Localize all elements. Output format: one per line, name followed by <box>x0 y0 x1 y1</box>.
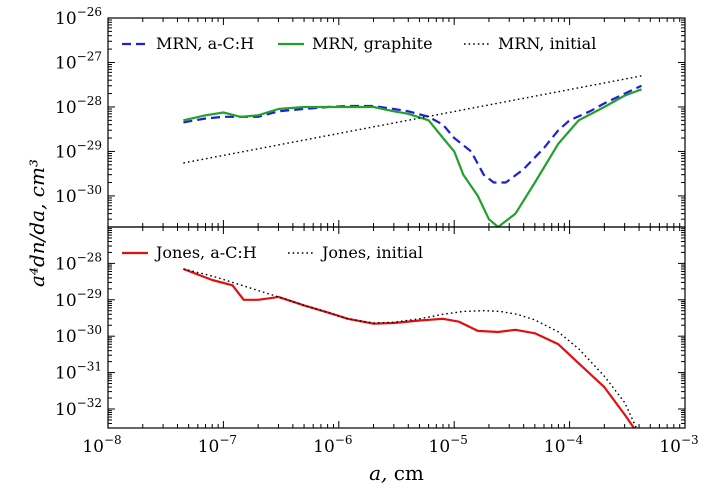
y-tick-label: 10−31 <box>55 360 102 384</box>
y-tick-label: 10−26 <box>55 5 102 29</box>
series-line-mrn-graphite <box>183 88 642 227</box>
panel-bottom: 10−28 10−29 10−30 10−31 10−32 10−8 10−7 10−6 10−… <box>55 226 699 457</box>
series-line-mrn-initial <box>183 75 642 164</box>
axes-frame <box>107 226 686 429</box>
legend-label: MRN, graphite <box>312 34 433 53</box>
x-tick-label: 10−8 <box>82 433 121 457</box>
y-tick-label: 10−30 <box>55 183 102 207</box>
legend: MRN, a-C:H MRN, graphite MRN, initial <box>122 34 596 53</box>
x-tick-label: 10−3 <box>659 433 698 457</box>
y-tick-label: 10−27 <box>55 49 102 73</box>
legend-label: MRN, a-C:H <box>156 34 254 53</box>
legend: Jones, a-C:H Jones, initial <box>122 243 423 262</box>
legend-label: Jones, initial <box>320 243 423 262</box>
legend-label: Jones, a-C:H <box>154 243 257 262</box>
y-tick-label: 10−28 <box>55 94 102 118</box>
y-tick-label: 10−28 <box>55 250 102 274</box>
y-axis-label: a⁴dn/da, cm³ <box>25 159 49 287</box>
x-tick-label: 10−6 <box>313 433 352 457</box>
y-tick-label: 10−32 <box>55 396 102 420</box>
y-tick-label: 10−29 <box>55 138 102 162</box>
series-group <box>183 75 642 227</box>
series-line-mrn-a-c-h <box>183 84 642 184</box>
y-tick-label: 10−30 <box>55 323 102 347</box>
series-line-jones-initial <box>183 268 638 428</box>
series-line-jones-a-c-h <box>183 267 636 428</box>
x-tick-label: 10−7 <box>198 433 237 457</box>
y-tick-label: 10−29 <box>55 287 102 311</box>
x-axis-label: a, cm <box>369 461 424 485</box>
series-group <box>183 267 638 428</box>
legend-label: MRN, initial <box>498 34 596 53</box>
x-tick-label: 10−5 <box>429 433 468 457</box>
x-tick-label: 10−4 <box>544 433 584 457</box>
